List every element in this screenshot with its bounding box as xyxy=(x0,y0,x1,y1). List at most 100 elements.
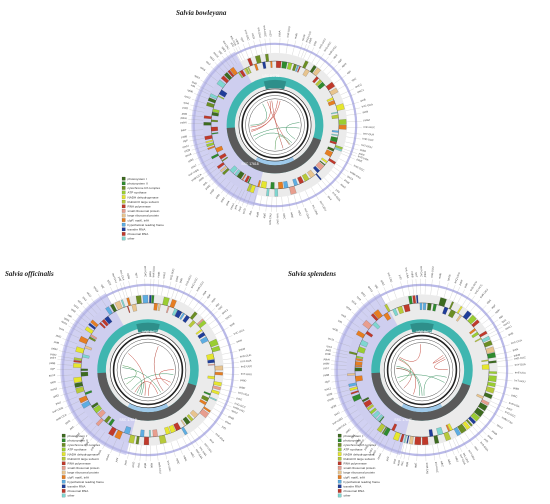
gene-leader-line xyxy=(293,194,298,209)
gene-block xyxy=(483,392,493,399)
legend-label: cytochrome b/f complex xyxy=(344,443,377,447)
legend-label: NADH dehydrogenase xyxy=(344,452,375,456)
gene-leader-line xyxy=(455,437,463,452)
gene-label: trnC-GCA xyxy=(233,328,245,336)
gene-block xyxy=(438,297,447,307)
legend-label: hypothetical reading frame xyxy=(128,223,165,227)
gene-label: trnD-GUC xyxy=(240,353,252,359)
gene-label: rps8 xyxy=(191,80,198,86)
gene-leader-line xyxy=(144,278,146,295)
gene-leader-line xyxy=(64,401,80,408)
gene-leader-line xyxy=(188,115,204,117)
gene-block xyxy=(108,426,117,437)
gene-label: trnP-UGG xyxy=(332,416,344,425)
gene-block xyxy=(378,416,385,423)
gene-block xyxy=(469,328,477,335)
gene-leader-line xyxy=(347,414,361,424)
gene-leader-line xyxy=(208,315,222,325)
gene-label: psaB xyxy=(343,178,350,185)
gene-block xyxy=(210,126,218,132)
gene-block xyxy=(292,63,297,72)
repeat-chord xyxy=(122,365,137,385)
gene-block xyxy=(207,363,215,366)
gene-block xyxy=(471,319,480,328)
gene-block xyxy=(123,426,132,435)
legend-label: hypothetical reading frame xyxy=(344,480,381,484)
gene-label: trnV-UAC xyxy=(276,213,280,224)
gene-block xyxy=(255,55,262,64)
gene-leader-line xyxy=(81,421,93,433)
gene-leader-line xyxy=(86,302,98,314)
gene-label: trnE-UUC xyxy=(515,370,527,374)
gene-label: rpl14 xyxy=(194,74,201,81)
gene-leader-line xyxy=(369,431,379,445)
gene-block xyxy=(206,102,215,108)
gene-label: trnK-UUU xyxy=(286,26,292,38)
gene-block xyxy=(222,167,230,176)
gene-label: rps12 xyxy=(182,143,190,149)
gene-label: trnA-UGC xyxy=(262,25,267,37)
gene-label: trnQ-UUG xyxy=(453,272,461,284)
gene-block xyxy=(433,435,440,444)
gene-label: rps8 xyxy=(70,307,77,314)
gene-label: infA xyxy=(337,319,343,325)
inner-disc xyxy=(238,88,312,162)
gene-leader-line xyxy=(203,308,216,319)
gene-leader-line xyxy=(123,282,128,298)
gene-block xyxy=(265,53,269,62)
gene-label: trnV-GAC xyxy=(419,266,423,277)
gene-block xyxy=(462,310,472,320)
gene-leader-line xyxy=(235,47,243,61)
legend-swatch xyxy=(337,456,342,461)
gene-label: psbK xyxy=(458,279,464,286)
gene-block xyxy=(143,436,149,445)
gene-label: rpl36 xyxy=(187,88,194,94)
gene-block xyxy=(373,309,383,319)
gene-block xyxy=(224,72,233,81)
gene-label: ycf4 xyxy=(385,455,391,461)
gene-leader-line xyxy=(203,165,216,175)
gene-label: trnM-CAU xyxy=(425,463,430,475)
gene-label: trnT-GGU xyxy=(514,378,526,383)
gene-label: trnG-UCC xyxy=(323,41,333,53)
gene-label: trnI-CAU xyxy=(387,272,394,283)
gene-block xyxy=(480,399,490,406)
gene-label: psbE xyxy=(74,431,81,438)
legend-label: small ribosomal protein xyxy=(128,209,160,213)
gene-block xyxy=(355,375,363,382)
gene-label: cemA xyxy=(376,452,383,460)
gene-leader-line xyxy=(156,445,159,461)
repeat-chord xyxy=(122,367,161,393)
legend-swatch xyxy=(121,227,126,232)
gene-label: psbB xyxy=(323,373,329,377)
gene-label: rpl22 xyxy=(360,291,367,298)
gene-block xyxy=(108,418,115,426)
gene-label: psaA xyxy=(225,419,232,426)
legend-swatch xyxy=(61,443,66,447)
legend-swatch xyxy=(61,466,66,470)
gene-leader-line xyxy=(377,435,385,450)
gene-block xyxy=(416,295,419,304)
gene-label: infA xyxy=(67,313,73,319)
gene-leader-line xyxy=(90,428,101,441)
gene-block xyxy=(207,97,217,104)
legend-label: other xyxy=(68,494,75,498)
gene-leader-line xyxy=(170,442,176,457)
legend-label: transfer RNA xyxy=(128,228,147,232)
repeat-chord xyxy=(250,100,271,128)
gene-leader-line xyxy=(347,121,362,122)
gene-block xyxy=(408,295,413,305)
inner-disc xyxy=(383,331,461,409)
gene-block xyxy=(381,426,388,434)
gene-leader-line xyxy=(166,281,172,297)
gene-label: ycf2 xyxy=(117,276,122,282)
gene-block xyxy=(476,393,484,399)
gene-block xyxy=(297,65,301,73)
gene-label: trnG-GCC xyxy=(504,410,516,419)
gene-block xyxy=(127,305,131,313)
gene-label: petL xyxy=(350,432,357,439)
gene-leader-line xyxy=(331,170,343,180)
gene-label: trnV-GAC xyxy=(143,266,147,277)
gene-block xyxy=(312,76,319,84)
